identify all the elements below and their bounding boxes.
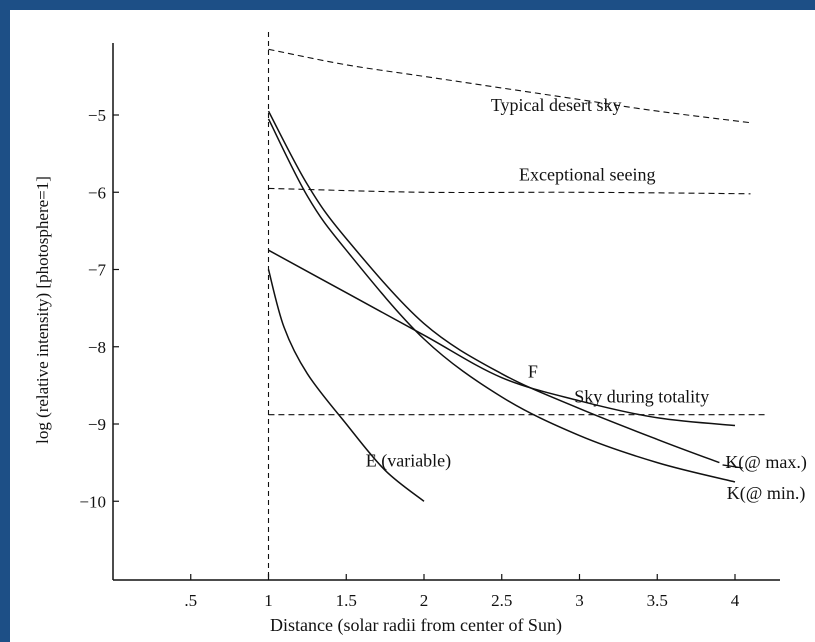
annotation-sky-during-totality: Sky during totality bbox=[574, 386, 709, 406]
k-max-leader-line bbox=[722, 464, 743, 469]
annotation-k-min: K(@ min.) bbox=[727, 483, 806, 504]
y-axis-title: log (relative intensity) [photosphere=1] bbox=[33, 176, 52, 444]
series-line-k-min bbox=[267, 118, 736, 483]
annotation-typical-desert-sky: Typical desert sky bbox=[491, 95, 622, 115]
x-tick-label: 1 bbox=[264, 591, 273, 610]
x-tick-label: 3 bbox=[575, 591, 584, 610]
x-tick-label: 3.5 bbox=[647, 591, 668, 610]
x-tick-label: 1.5 bbox=[336, 591, 357, 610]
y-tick-label: −7 bbox=[88, 261, 107, 280]
y-tick-label: −5 bbox=[88, 106, 106, 125]
series-line-f bbox=[268, 249, 736, 427]
plot-frame: .5 1 1.5 2 2.5 3 3.5 4 −5 −6 −7 −8 −9 −10 Typical de… bbox=[10, 10, 815, 642]
x-tick-label: 4 bbox=[731, 591, 740, 610]
annotation-k-max: K(@ max.) bbox=[725, 452, 807, 473]
x-axis-title: Distance (solar radii from center of Sun… bbox=[270, 615, 562, 636]
x-tick-label: 2 bbox=[420, 591, 429, 610]
series-group bbox=[267, 32, 767, 580]
annotation-exceptional-seeing: Exceptional seeing bbox=[519, 165, 655, 185]
y-tick-label: −8 bbox=[88, 338, 106, 357]
y-tick-label: −9 bbox=[88, 415, 106, 434]
y-tick-label: −6 bbox=[88, 183, 106, 202]
annotation-f: F bbox=[528, 362, 538, 382]
series-line-e-variable bbox=[267, 269, 425, 502]
y-tick-label: −10 bbox=[79, 492, 106, 511]
y-ticks: −5 −6 −7 −8 −9 −10 bbox=[79, 106, 119, 511]
x-tick-label: .5 bbox=[184, 591, 197, 610]
annotations: Typical desert sky Exceptional seeing F Sky… bbox=[366, 95, 807, 504]
annotation-e-variable: E (variable) bbox=[366, 450, 451, 471]
chart: .5 1 1.5 2 2.5 3 3.5 4 −5 −6 −7 −8 −9 −10 Typical de… bbox=[33, 32, 807, 636]
x-tick-label: 2.5 bbox=[491, 591, 512, 610]
series-line-typical-desert-sky bbox=[268, 48, 751, 124]
series-line-exceptional-seeing bbox=[268, 187, 751, 195]
series-line-k-max bbox=[267, 110, 720, 464]
